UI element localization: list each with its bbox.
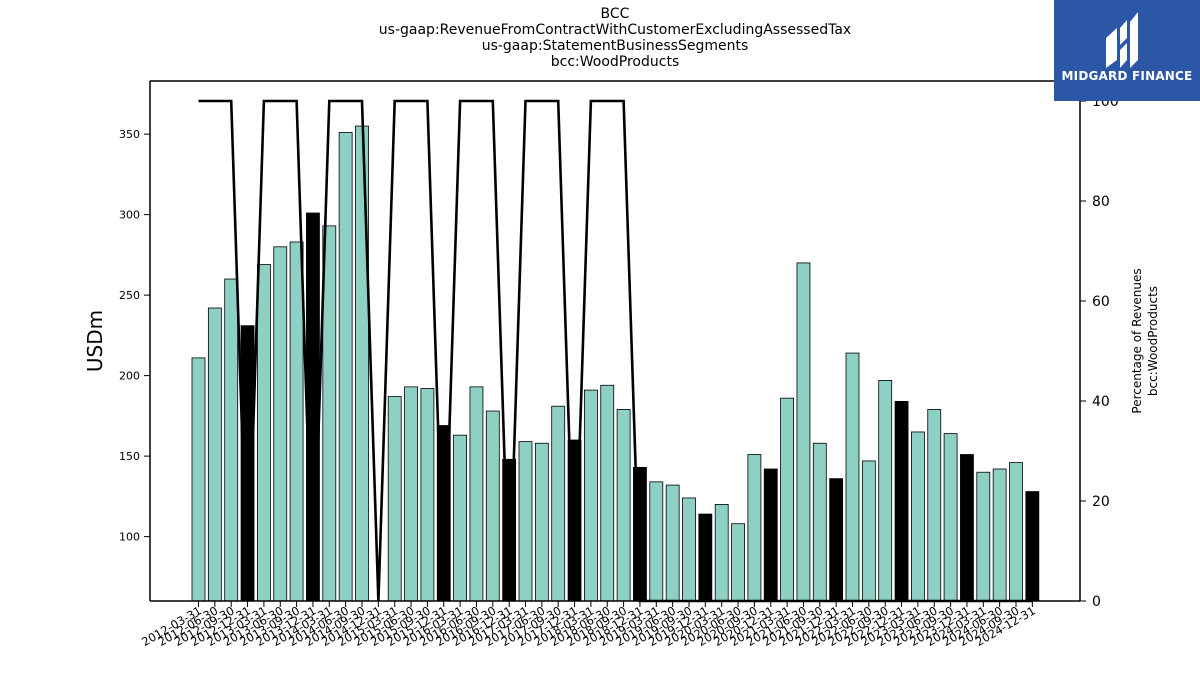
bar — [1009, 462, 1023, 602]
y-tick-label: 250 — [119, 289, 140, 302]
bar — [976, 471, 991, 602]
bar — [861, 460, 876, 602]
bar — [404, 386, 418, 602]
bar — [224, 278, 239, 602]
chart-title-line-3: us-gaap:StatementBusinessSegments — [481, 38, 749, 54]
bar — [207, 307, 222, 602]
y-axis-label: USDm — [83, 310, 107, 372]
chart-title-line-4: bcc:WoodProducts — [550, 54, 680, 70]
bar — [289, 241, 304, 602]
bar — [534, 442, 549, 602]
bar — [600, 384, 615, 602]
bar — [763, 468, 778, 602]
chart-title: BCC us-gaap:RevenueFromContractWithCusto… — [150, 6, 1080, 70]
y2-tick-label: 0 — [1092, 594, 1101, 610]
y2-axis-label-line-2: bcc:WoodProducts — [1146, 286, 1160, 396]
bar — [387, 396, 402, 602]
y2-tick-label: 60 — [1092, 294, 1110, 310]
bar — [1025, 491, 1040, 602]
bar — [453, 434, 468, 602]
y-tick-label: 200 — [119, 370, 140, 383]
bar — [551, 405, 566, 602]
bar — [420, 388, 435, 602]
bar — [943, 433, 958, 602]
y-tick-label: 100 — [119, 531, 140, 544]
bar — [338, 132, 353, 602]
y2-tick-label: 20 — [1092, 494, 1110, 510]
bar — [878, 380, 893, 602]
bar — [322, 225, 337, 602]
chart-title-line-1: BCC — [600, 6, 630, 22]
bar — [191, 357, 206, 602]
bar — [894, 400, 909, 602]
bar — [731, 523, 745, 602]
bar — [616, 409, 631, 602]
bar — [518, 441, 533, 602]
logo-text: MIDGARD FINANCE — [1061, 69, 1193, 83]
bar — [780, 397, 794, 602]
bar — [469, 386, 484, 602]
bar — [698, 513, 713, 602]
y2-axis-label-line-1: Percentage of Revenues — [1130, 268, 1144, 413]
bar — [485, 410, 500, 602]
bar — [665, 484, 680, 602]
bar — [584, 389, 598, 602]
bar — [649, 481, 664, 602]
bar — [992, 468, 1007, 602]
bar — [355, 125, 369, 602]
bar — [306, 212, 320, 602]
midgard-finance-logo: MIDGARD FINANCE — [1054, 0, 1200, 101]
y2-tick-label: 80 — [1092, 194, 1110, 210]
bar — [273, 246, 288, 602]
y2-tick-label: 40 — [1092, 394, 1110, 410]
bar — [714, 504, 729, 602]
bar — [796, 262, 811, 602]
bar — [845, 352, 860, 602]
bar — [911, 431, 925, 602]
chart-title-line-2: us-gaap:RevenueFromContractWithCustomerE… — [378, 22, 852, 38]
bar — [256, 264, 271, 602]
bar — [747, 454, 762, 602]
bar — [829, 478, 844, 602]
logo-icon — [1106, 12, 1138, 68]
bar — [682, 497, 696, 602]
y-tick-label: 300 — [119, 209, 140, 222]
bar — [812, 442, 827, 602]
bar — [927, 409, 942, 602]
y-tick-label: 350 — [119, 128, 140, 141]
y-tick-label: 150 — [119, 450, 140, 463]
bar — [960, 454, 974, 602]
